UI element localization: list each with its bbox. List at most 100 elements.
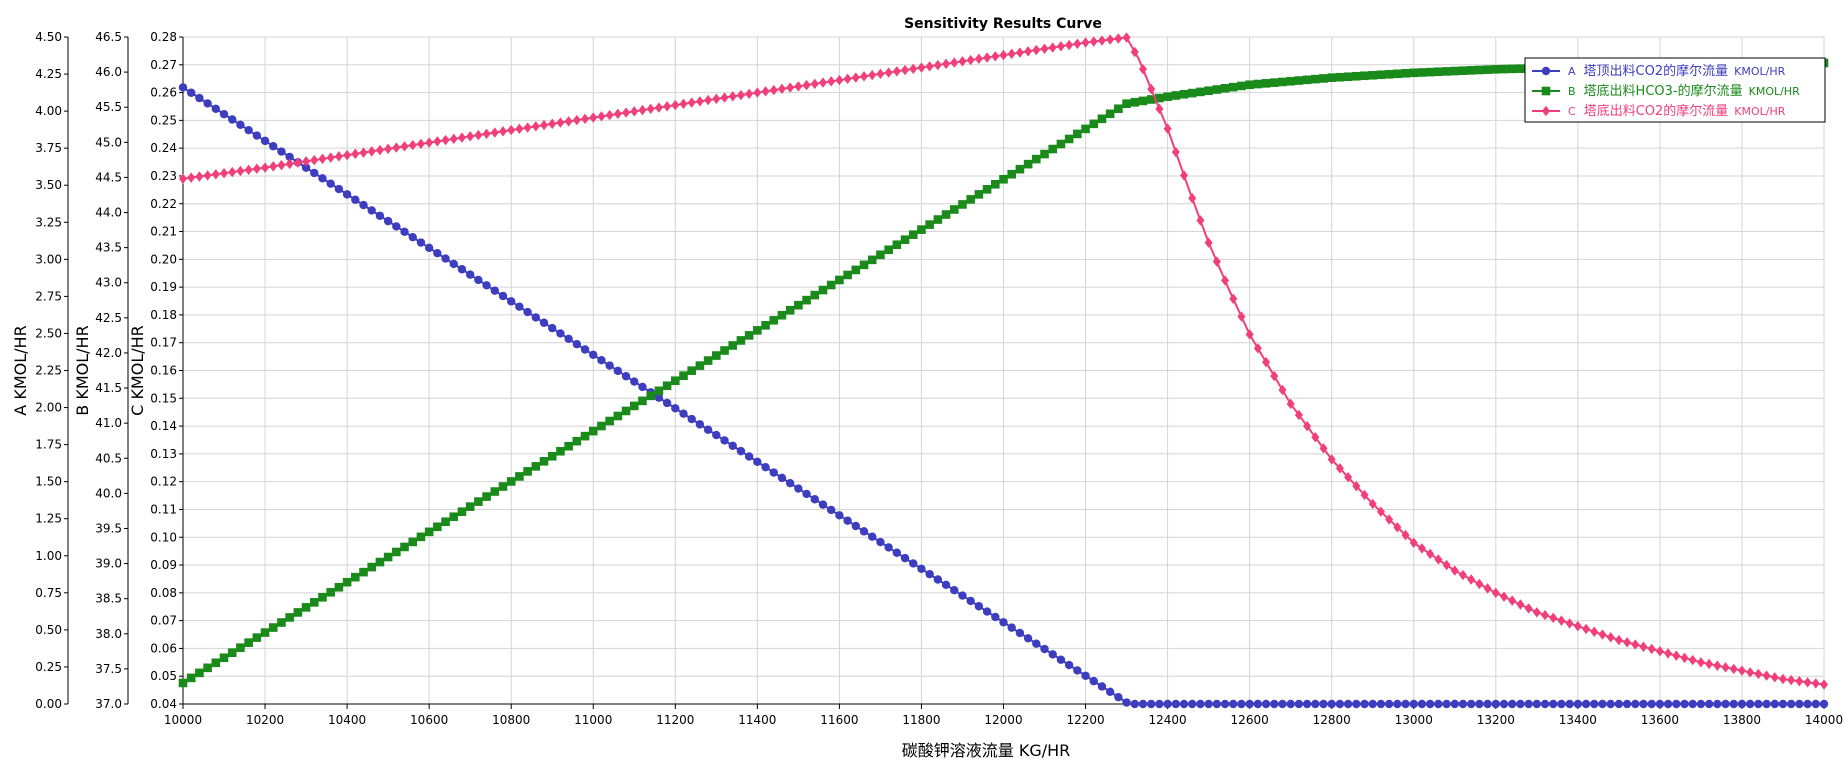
data-point <box>1385 514 1394 525</box>
data-point <box>1401 529 1410 541</box>
data-point <box>1565 618 1574 629</box>
data-point <box>219 653 229 663</box>
data-point <box>1270 370 1279 382</box>
data-point <box>351 572 360 582</box>
data-point <box>843 270 852 280</box>
data-point <box>860 71 869 82</box>
data-point <box>261 162 270 173</box>
data-point <box>712 351 721 360</box>
data-point <box>843 516 852 525</box>
data-point <box>227 648 237 658</box>
data-point <box>1294 699 1304 709</box>
data-point <box>1647 699 1656 709</box>
data-point <box>999 618 1008 627</box>
data-point <box>859 527 869 536</box>
data-point <box>1614 699 1624 709</box>
data-point <box>949 205 959 214</box>
data-point <box>318 174 327 183</box>
data-point <box>1212 85 1222 94</box>
data-point <box>1261 79 1271 88</box>
data-point <box>457 265 467 274</box>
data-point <box>1508 699 1517 709</box>
legend-box <box>1524 57 1826 123</box>
legend-label-a: A 塔顶出料CO2的摩尔流量 KMOL/HR <box>1568 63 1786 79</box>
data-point <box>720 346 729 355</box>
x-tick-label: 10600 <box>410 713 448 727</box>
data-point <box>1795 676 1804 687</box>
data-point <box>515 302 524 311</box>
data-point <box>1007 623 1016 632</box>
data-point <box>1220 699 1230 709</box>
data-point <box>613 411 623 421</box>
data-point <box>1704 699 1714 709</box>
data-point <box>326 152 335 163</box>
data-point <box>1081 671 1090 680</box>
data-point <box>1163 123 1172 134</box>
data-point <box>1598 629 1607 640</box>
data-point <box>982 185 992 194</box>
data-point <box>999 49 1008 61</box>
data-point <box>1048 650 1057 659</box>
y-tick-label-c: 0.22 <box>150 197 177 211</box>
data-point <box>424 527 434 537</box>
legend-series-name-a: 塔顶出料CO2的摩尔流量 <box>1584 63 1729 79</box>
data-point <box>482 128 491 140</box>
legend-marker-b <box>1541 86 1551 96</box>
legend-prefix-b: B <box>1568 85 1576 98</box>
data-point <box>1032 44 1041 56</box>
data-point <box>736 446 746 456</box>
data-point <box>810 495 819 504</box>
data-point <box>187 172 196 183</box>
y-tick-label-b: 37.5 <box>95 662 122 676</box>
y-tick-label-c: 0.28 <box>150 30 177 44</box>
data-point <box>1360 71 1369 81</box>
data-point <box>1015 164 1025 174</box>
data-point <box>621 372 631 381</box>
data-point <box>761 321 770 330</box>
data-point <box>269 142 278 151</box>
data-point <box>679 409 688 418</box>
data-point <box>293 157 302 168</box>
data-point <box>1204 237 1213 248</box>
data-point <box>1155 103 1164 115</box>
data-point <box>1015 47 1024 58</box>
data-point <box>531 313 541 322</box>
data-point <box>1245 80 1254 90</box>
data-point <box>1803 677 1812 688</box>
data-point <box>1573 699 1583 709</box>
data-point <box>490 127 499 138</box>
data-point <box>925 61 934 72</box>
data-point <box>1138 96 1148 106</box>
data-point <box>712 430 721 440</box>
y-axis-title-c: C KMOL/HR <box>128 325 147 416</box>
data-point <box>728 91 737 102</box>
data-point <box>917 225 926 234</box>
data-point <box>1393 699 1402 709</box>
y-tick-label-b: 44.5 <box>95 170 122 184</box>
data-point <box>186 673 196 683</box>
data-point <box>1188 699 1197 709</box>
data-point <box>704 94 713 106</box>
data-point <box>687 414 696 424</box>
data-point <box>1532 607 1541 618</box>
data-point <box>1220 84 1230 93</box>
data-point <box>1786 699 1796 709</box>
data-point <box>1803 699 1812 709</box>
data-point <box>851 265 861 275</box>
y-tick-label-b: 46.5 <box>95 30 122 44</box>
data-point <box>277 618 286 627</box>
data-point <box>228 115 237 124</box>
y-tick-label-c: 0.23 <box>150 169 177 183</box>
data-point <box>1286 699 1295 709</box>
data-point <box>1171 91 1181 100</box>
data-point <box>1228 82 1238 92</box>
data-point <box>203 99 212 108</box>
y-tick-label-b: 40.5 <box>95 451 122 465</box>
data-point <box>449 512 459 522</box>
series-a <box>178 83 1829 709</box>
data-point <box>572 339 582 349</box>
data-point <box>1204 86 1213 96</box>
data-point <box>1393 69 1402 79</box>
data-point <box>1721 699 1730 709</box>
data-point <box>1549 612 1558 624</box>
